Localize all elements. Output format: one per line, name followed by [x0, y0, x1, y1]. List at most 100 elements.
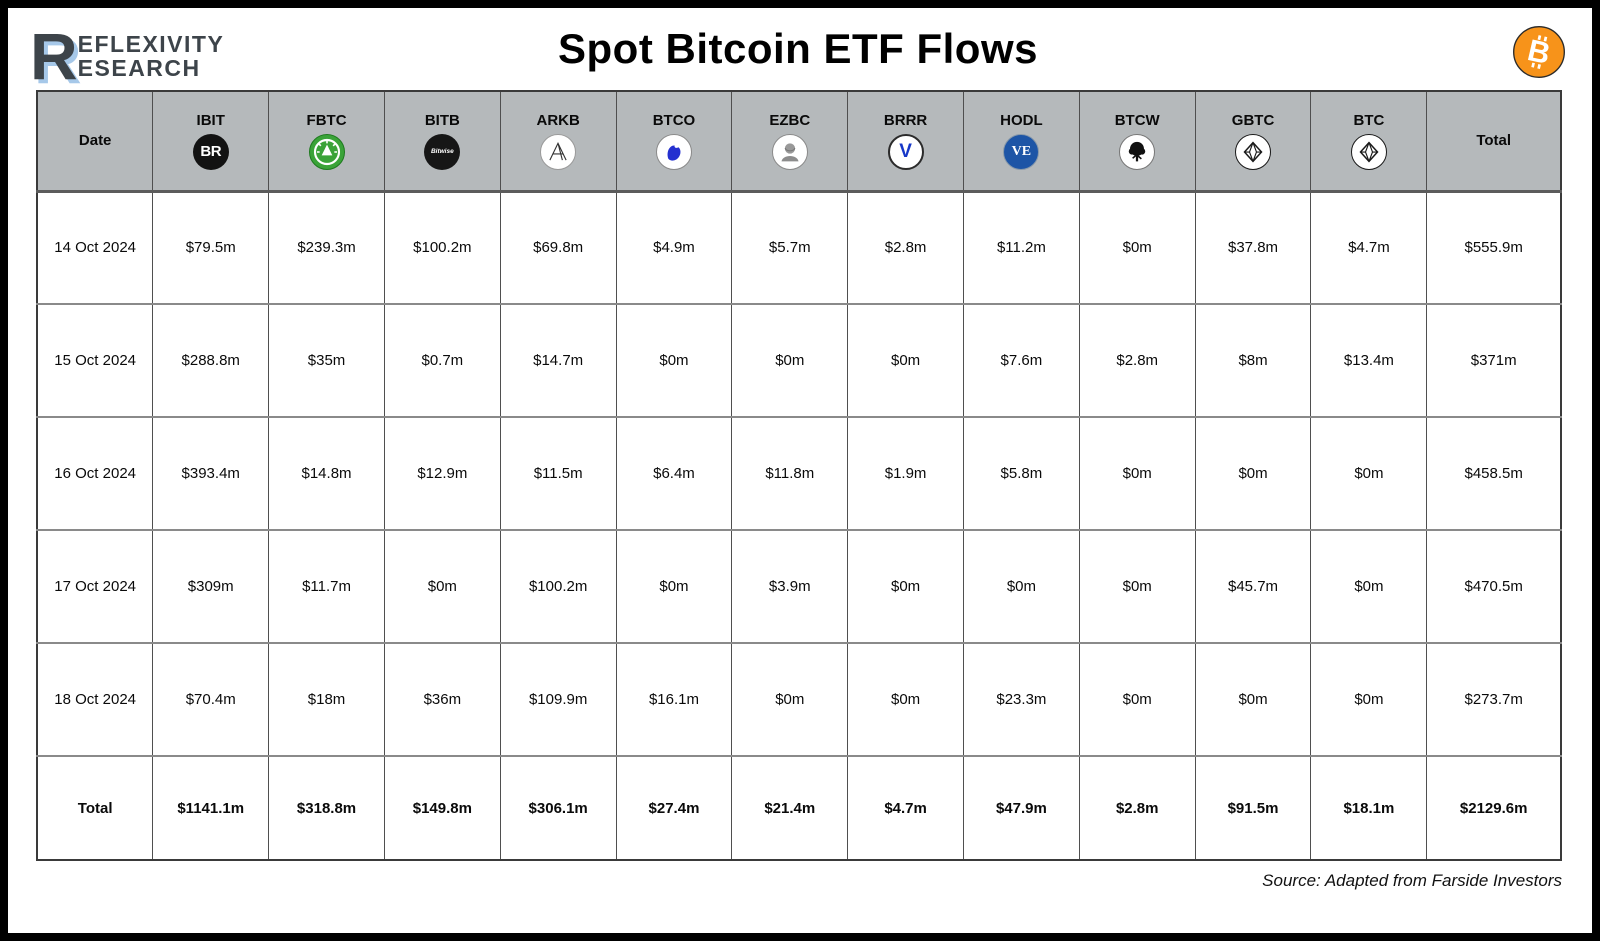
column-total-cell: $2.8m [1078, 755, 1196, 860]
flow-value-cell: $109.9m [499, 642, 617, 756]
flow-value-cell: $0m [731, 303, 849, 417]
flow-value-cell: $0m [1078, 416, 1196, 530]
column-header-gbtc: GBTC [1194, 91, 1312, 193]
flow-value-cell: $37.8m [1194, 190, 1312, 304]
flow-value-cell: $79.5m [152, 190, 270, 304]
flow-value-cell: $45.7m [1194, 529, 1312, 643]
flow-value-cell: $0m [847, 529, 964, 643]
column-header-arkb: ARKB [499, 91, 617, 193]
date-cell: 14 Oct 2024 [36, 190, 154, 304]
column-header-ibit: IBIT BR [152, 91, 270, 193]
column-total-cell: $18.1m [1310, 755, 1428, 860]
flow-value-cell: $0m [847, 642, 964, 756]
column-total-cell: $149.8m [383, 755, 501, 860]
bitwise-icon: Bitwise [424, 133, 461, 170]
date-cell: 15 Oct 2024 [36, 303, 154, 417]
flow-value-cell: $69.8m [499, 190, 617, 304]
flow-value-cell: $3.9m [731, 529, 849, 643]
row-total-cell: $555.9m [1426, 190, 1562, 304]
flow-value-cell: $393.4m [152, 416, 270, 530]
flow-value-cell: $11.8m [731, 416, 849, 530]
table-row: 18 Oct 2024 $70.4m $18m $36m $109.9m $16.1m $0… [36, 642, 1562, 756]
column-label: BTC [1353, 111, 1385, 129]
column-header-bitb: BITB Bitwise [383, 91, 501, 193]
flow-value-cell: $18m [268, 642, 385, 756]
column-header-brrr: BRRR V [847, 91, 964, 193]
column-label: FBTC [306, 111, 347, 129]
flow-value-cell: $4.7m [1310, 190, 1428, 304]
column-total-cell: $1141.1m [152, 755, 270, 860]
flow-value-cell: $35m [268, 303, 385, 417]
flow-value-cell: $288.8m [152, 303, 270, 417]
table-row: 16 Oct 2024 $393.4m $14.8m $12.9m $11.5m $6.4… [36, 416, 1562, 530]
table-row: 15 Oct 2024 $288.8m $35m $0.7m $14.7m $0m $0m $… [36, 303, 1562, 417]
invesco-icon [655, 133, 692, 170]
flow-value-cell: $4.9m [615, 190, 733, 304]
flow-value-cell: $0m [1078, 642, 1196, 756]
date-cell: 17 Oct 2024 [36, 529, 154, 643]
header-row: Date IBIT BR FBTC BITB Bitwise [36, 91, 1562, 193]
column-label: Date [78, 132, 112, 150]
flow-value-cell: $0m [731, 642, 849, 756]
table-container: Date IBIT BR FBTC BITB Bitwise [8, 90, 1592, 861]
flow-value-cell: $0m [1310, 642, 1428, 756]
flow-value-cell: $7.6m [963, 303, 1080, 417]
logo-word-top: EFLEXIVITY [77, 30, 225, 57]
flow-value-cell: $239.3m [268, 190, 385, 304]
column-total-cell: $306.1m [499, 755, 617, 860]
source-attribution: Source: Adapted from Farside Investors [1262, 871, 1562, 890]
date-cell: 18 Oct 2024 [36, 642, 154, 756]
column-header-btcw: BTCW [1078, 91, 1196, 193]
flow-value-cell: $11.5m [499, 416, 617, 530]
flow-value-cell: $5.8m [963, 416, 1080, 530]
bitcoin-icon: B [1512, 25, 1566, 79]
column-label: BITB [424, 111, 460, 129]
column-label: BRRR [883, 111, 928, 129]
table-row: 17 Oct 2024 $309m $11.7m $0m $100.2m $0m $3.9m… [36, 529, 1562, 643]
flow-value-cell: $16.1m [615, 642, 733, 756]
flow-value-cell: $100.2m [499, 529, 617, 643]
flow-value-cell: $14.8m [268, 416, 385, 530]
grayscale-mini-icon [1350, 133, 1387, 170]
page-header: R EFLEXIVITY ESEARCH Spot Bitcoin ETF Fl… [8, 8, 1592, 90]
column-label: Total [1476, 132, 1512, 150]
column-total-cell: $4.7m [847, 755, 964, 860]
column-label: GBTC [1231, 111, 1275, 129]
flow-value-cell: $6.4m [615, 416, 733, 530]
column-header-btco: BTCO [615, 91, 733, 193]
flow-value-cell: $11.2m [963, 190, 1080, 304]
flow-value-cell: $13.4m [1310, 303, 1428, 417]
table-head: Date IBIT BR FBTC BITB Bitwise [36, 91, 1562, 193]
column-total-cell: $318.8m [268, 755, 385, 860]
grayscale-icon [1235, 133, 1272, 170]
flow-value-cell: $0.7m [383, 303, 501, 417]
franklin-templeton-icon [771, 133, 808, 170]
reflexivity-research-logo: R EFLEXIVITY ESEARCH [30, 23, 225, 89]
flow-value-cell: $1.9m [847, 416, 964, 530]
flow-value-cell: $11.7m [268, 529, 385, 643]
column-label: BTCO [652, 111, 696, 129]
column-total-cell: $91.5m [1194, 755, 1312, 860]
flow-value-cell: $12.9m [383, 416, 501, 530]
blackrock-icon: BR [192, 133, 229, 170]
column-label: ARKB [536, 111, 580, 129]
flow-value-cell: $14.7m [499, 303, 617, 417]
flow-value-cell: $0m [1310, 416, 1428, 530]
flow-value-cell: $0m [1310, 529, 1428, 643]
row-total-cell: $273.7m [1426, 642, 1562, 756]
flow-value-cell: $0m [963, 529, 1080, 643]
flow-value-cell: $2.8m [847, 190, 964, 304]
column-total-cell: $21.4m [731, 755, 849, 860]
ark-icon [540, 133, 577, 170]
table-row: 14 Oct 2024 $79.5m $239.3m $100.2m $69.8m $4.… [36, 190, 1562, 304]
flow-value-cell: $0m [1078, 190, 1196, 304]
vaneck-icon: VE [1003, 133, 1040, 170]
date-cell: 16 Oct 2024 [36, 416, 154, 530]
flow-value-cell: $2.8m [1078, 303, 1196, 417]
flow-value-cell: $0m [383, 529, 501, 643]
flow-value-cell: $0m [615, 303, 733, 417]
flow-value-cell: $0m [1194, 416, 1312, 530]
column-label: EZBC [769, 111, 811, 129]
column-header-hodl: HODL VE [963, 91, 1080, 193]
row-total-cell: $458.5m [1426, 416, 1562, 530]
